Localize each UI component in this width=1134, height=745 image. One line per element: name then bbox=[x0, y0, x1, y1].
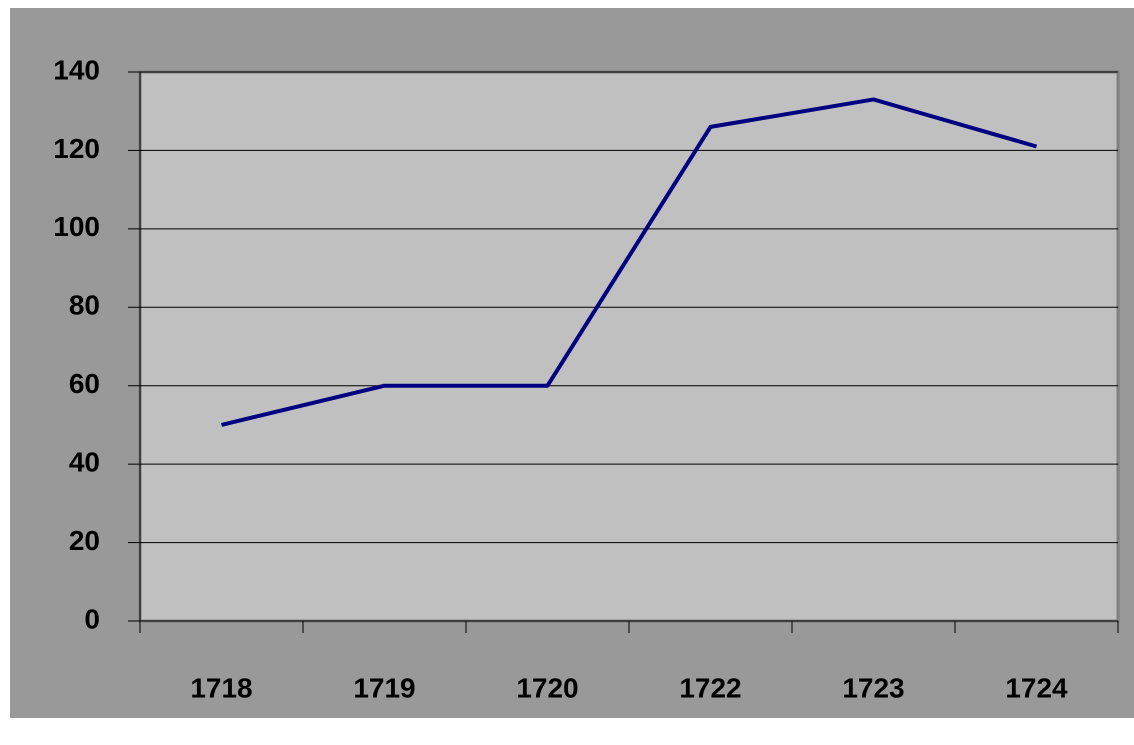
y-tick-label: 120 bbox=[53, 133, 100, 164]
x-tick-label: 1723 bbox=[842, 672, 904, 703]
line-series bbox=[221, 97, 1038, 427]
y-tick-label: 0 bbox=[84, 603, 100, 634]
x-tick-label: 1720 bbox=[516, 672, 578, 703]
x-tick-label: 1722 bbox=[679, 672, 741, 703]
y-tick-label: 100 bbox=[53, 211, 100, 242]
y-tick-label: 80 bbox=[69, 290, 100, 321]
x-tick-label: 1724 bbox=[1005, 672, 1068, 703]
x-tick-label: 1719 bbox=[353, 672, 415, 703]
plot-area bbox=[138, 70, 1120, 623]
y-tick-label: 40 bbox=[69, 447, 100, 478]
y-tick-label: 140 bbox=[53, 54, 100, 85]
y-tick-label: 20 bbox=[69, 525, 100, 556]
y-tick-label: 60 bbox=[69, 368, 100, 399]
x-tick-label: 1718 bbox=[190, 672, 252, 703]
